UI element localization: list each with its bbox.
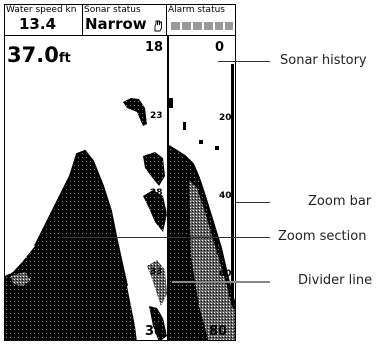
zoom-scale-mark: 33: [150, 267, 163, 277]
zoom-scale-mark: 23: [150, 111, 163, 121]
history-scale-mark: 40: [219, 191, 232, 201]
sonar-screen: Water speed kn 13.4 Sonar status Narrow …: [4, 4, 236, 341]
callout-line-sonar-history: [218, 61, 270, 62]
sonar-history-pane: [169, 98, 235, 340]
callout-line-zoom-bar: [236, 202, 270, 203]
sonar-status-label: Sonar status: [84, 5, 141, 15]
depth-value: 37.0: [7, 43, 59, 67]
depth-readout: 37.0ft: [7, 43, 71, 71]
alarm-status-label: Alarm status: [168, 5, 225, 15]
zoom-scale-bottom: 38: [145, 324, 164, 339]
callout-sonar-history: Sonar history: [280, 53, 367, 68]
callout-zoom-bar: Zoom bar: [308, 194, 372, 209]
history-scale-top: 0: [215, 40, 225, 55]
divider-line[interactable]: [167, 36, 169, 340]
zoom-scale-mark: 28: [150, 188, 163, 198]
sonar-status-cell: Sonar status Narrow: [83, 5, 167, 35]
history-scale-mark: 60: [219, 269, 232, 279]
zoom-seabed: [5, 151, 137, 340]
callout-zoom-section: Zoom section: [278, 229, 367, 244]
callout-divider-line: Divider line: [298, 273, 373, 288]
zoom-scale-top: 18: [145, 40, 164, 55]
hand-icon: [154, 20, 162, 32]
depth-unit: ft: [58, 51, 71, 66]
water-speed-label: Water speed kn: [6, 5, 77, 15]
history-scale-bottom: 80: [209, 324, 228, 339]
zoom-section-pane: [5, 98, 167, 340]
status-bar: Water speed kn 13.4 Sonar status Narrow …: [5, 5, 235, 36]
alarm-icons: [171, 22, 233, 30]
sonar-status-value: Narrow: [85, 15, 147, 33]
alarm-status-cell: Alarm status: [167, 5, 235, 35]
callout-line-divider-line: [172, 281, 270, 283]
water-speed-value: 13.4: [19, 15, 57, 33]
callout-line-zoom-section: [60, 237, 270, 238]
history-scale-mark: 20: [219, 113, 232, 123]
zoom-bar[interactable]: [231, 64, 234, 302]
water-speed-cell: Water speed kn 13.4: [5, 5, 83, 35]
